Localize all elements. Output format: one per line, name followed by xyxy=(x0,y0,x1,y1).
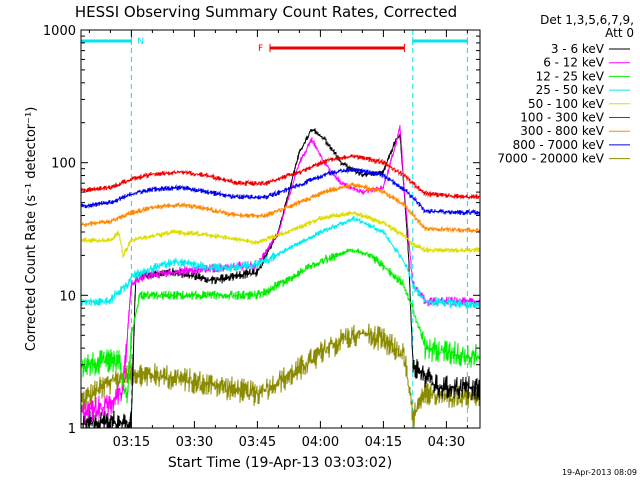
legend-label-0: 3 - 6 keV xyxy=(551,42,605,56)
y-axis: 1 10 100 1000 xyxy=(43,24,480,437)
x-tick-label-1: 03:30 xyxy=(176,435,213,450)
y-tick-label-0: 1 xyxy=(68,422,76,437)
series-line-4 xyxy=(81,210,480,258)
legend-label-3: 25 - 50 keV xyxy=(536,83,605,97)
legend-label-7: 800 - 7000 keV xyxy=(513,138,605,152)
legend-label-4: 50 - 100 keV xyxy=(528,97,605,111)
legend-header-line2: Att 0 xyxy=(605,26,634,40)
y-axis-label: Corrected Count Rate (s⁻¹ detector⁻¹) xyxy=(24,107,39,352)
legend-label-8: 7000 - 20000 keV xyxy=(497,152,604,166)
y-tick-label-3: 1000 xyxy=(43,24,76,39)
x-tick-label-5: 04:30 xyxy=(428,435,465,450)
series-line-6 xyxy=(81,182,480,234)
timestamp: 19-Apr-2013 08:09 xyxy=(562,468,637,477)
series-line-5 xyxy=(81,153,480,200)
annotation-label-night: N xyxy=(137,37,144,47)
series-line-1 xyxy=(81,125,480,425)
x-axis: 03:15 03:30 03:45 04:00 04:15 04:30 xyxy=(88,30,468,450)
series-line-2 xyxy=(81,247,480,404)
x-tick-label-4: 04:15 xyxy=(365,435,402,450)
plot-frame xyxy=(80,29,481,429)
legend-label-2: 12 - 25 keV xyxy=(536,69,605,83)
legend-label-5: 100 - 300 keV xyxy=(520,111,604,125)
legend-label-1: 6 - 12 keV xyxy=(543,56,605,70)
y-tick-label-2: 100 xyxy=(51,157,76,172)
chart-title: HESSI Observing Summary Count Rates, Cor… xyxy=(75,3,457,21)
annotation-layer: NF xyxy=(80,30,468,428)
series-line-7 xyxy=(81,167,480,216)
series-layer xyxy=(81,125,480,428)
annotation-label-flare: F xyxy=(258,44,263,54)
y-tick-label-1: 10 xyxy=(59,289,76,304)
series-line-8 xyxy=(81,323,480,428)
series-line-3 xyxy=(81,215,480,310)
x-tick-label-2: 03:45 xyxy=(239,435,276,450)
x-tick-label-0: 03:15 xyxy=(113,435,150,450)
legend-header-line1: Det 1,3,5,6,7,9, xyxy=(540,13,634,27)
x-tick-label-3: 04:00 xyxy=(302,435,339,450)
x-axis-label: Start Time (19-Apr-13 03:03:02) xyxy=(168,455,392,471)
legend-label-6: 300 - 800 keV xyxy=(520,124,604,138)
